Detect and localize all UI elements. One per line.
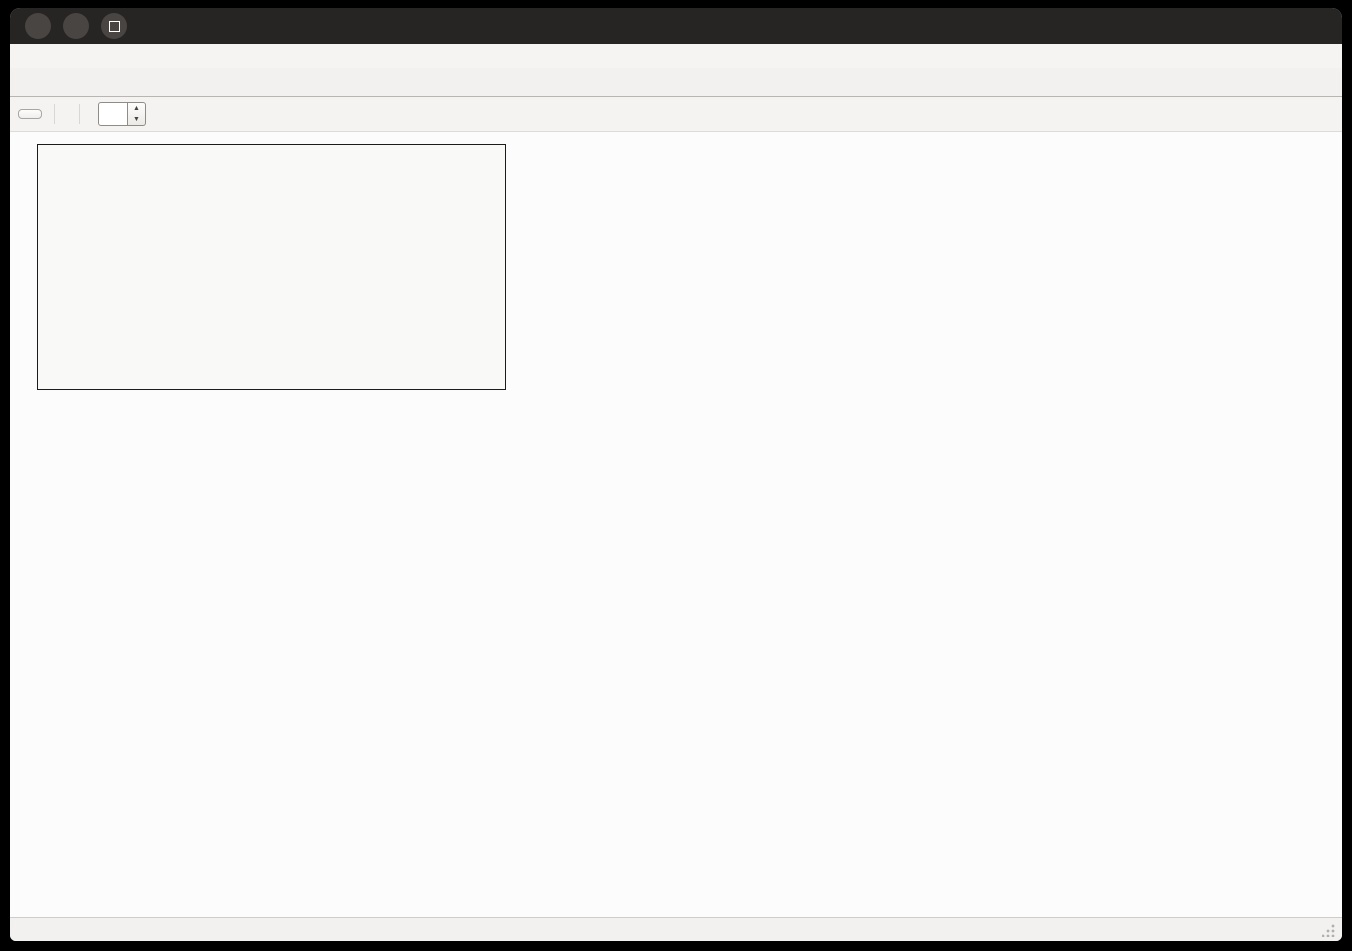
y-axis-title bbox=[1319, 401, 1339, 601]
tab-bar bbox=[10, 68, 1342, 97]
toolbar: ▲ ▼ bbox=[10, 97, 1342, 131]
chart-legend bbox=[37, 144, 506, 390]
spin-up-icon[interactable]: ▲ bbox=[133, 105, 140, 112]
consumed-chart-panel bbox=[10, 131, 1342, 917]
minimize-button[interactable] bbox=[63, 13, 89, 39]
app-window: ▲ ▼ bbox=[10, 8, 1342, 941]
status-bar bbox=[10, 917, 1342, 941]
export-as-button[interactable] bbox=[18, 109, 42, 119]
maximize-button[interactable] bbox=[101, 13, 127, 39]
stacked-diagrams-stepper[interactable]: ▲ ▼ bbox=[98, 102, 146, 126]
toolbar-separator bbox=[79, 104, 80, 124]
window-controls bbox=[25, 13, 127, 39]
stacked-diagrams-value[interactable] bbox=[98, 102, 128, 126]
menu-bar bbox=[10, 44, 1342, 68]
toolbar-separator bbox=[54, 104, 55, 124]
spin-down-icon[interactable]: ▼ bbox=[133, 116, 140, 123]
maximize-icon bbox=[108, 20, 120, 32]
close-button[interactable] bbox=[25, 13, 51, 39]
resize-grip[interactable] bbox=[1322, 924, 1335, 937]
title-bar bbox=[10, 8, 1342, 44]
